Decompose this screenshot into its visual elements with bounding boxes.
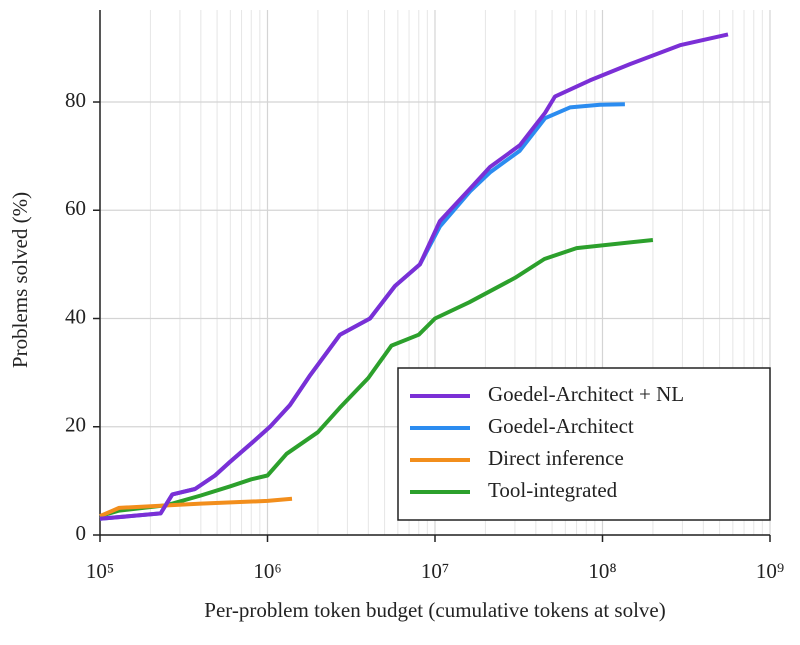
- legend-label: Direct inference: [488, 446, 624, 470]
- legend-label: Goedel-Architect + NL: [488, 382, 684, 406]
- series-line: [99, 238, 654, 519]
- y-tick-label: 60: [65, 196, 86, 220]
- legend-label: Tool-integrated: [488, 478, 618, 502]
- series-line: [99, 496, 293, 518]
- x-tick-label: 10⁹: [756, 559, 784, 583]
- x-tick-label: 10⁷: [421, 559, 449, 583]
- x-tick-label: 10⁸: [588, 559, 616, 583]
- legend-label: Goedel-Architect: [488, 414, 634, 438]
- y-tick-label: 0: [76, 521, 87, 545]
- y-tick-label: 40: [65, 304, 86, 328]
- y-axis-label: Problems solved (%): [8, 192, 32, 368]
- y-tick-label: 20: [65, 413, 86, 437]
- legend: Goedel-Architect + NL Goedel-Architect Dir…: [397, 367, 771, 521]
- x-tick-label: 10⁶: [253, 559, 281, 583]
- x-axis-label: Per-problem token budget (cumulative tok…: [204, 598, 665, 622]
- legend-box: [397, 367, 771, 521]
- y-tick-label: 80: [65, 88, 86, 112]
- x-tick-label: 10⁵: [86, 559, 114, 583]
- series-line: [99, 32, 729, 521]
